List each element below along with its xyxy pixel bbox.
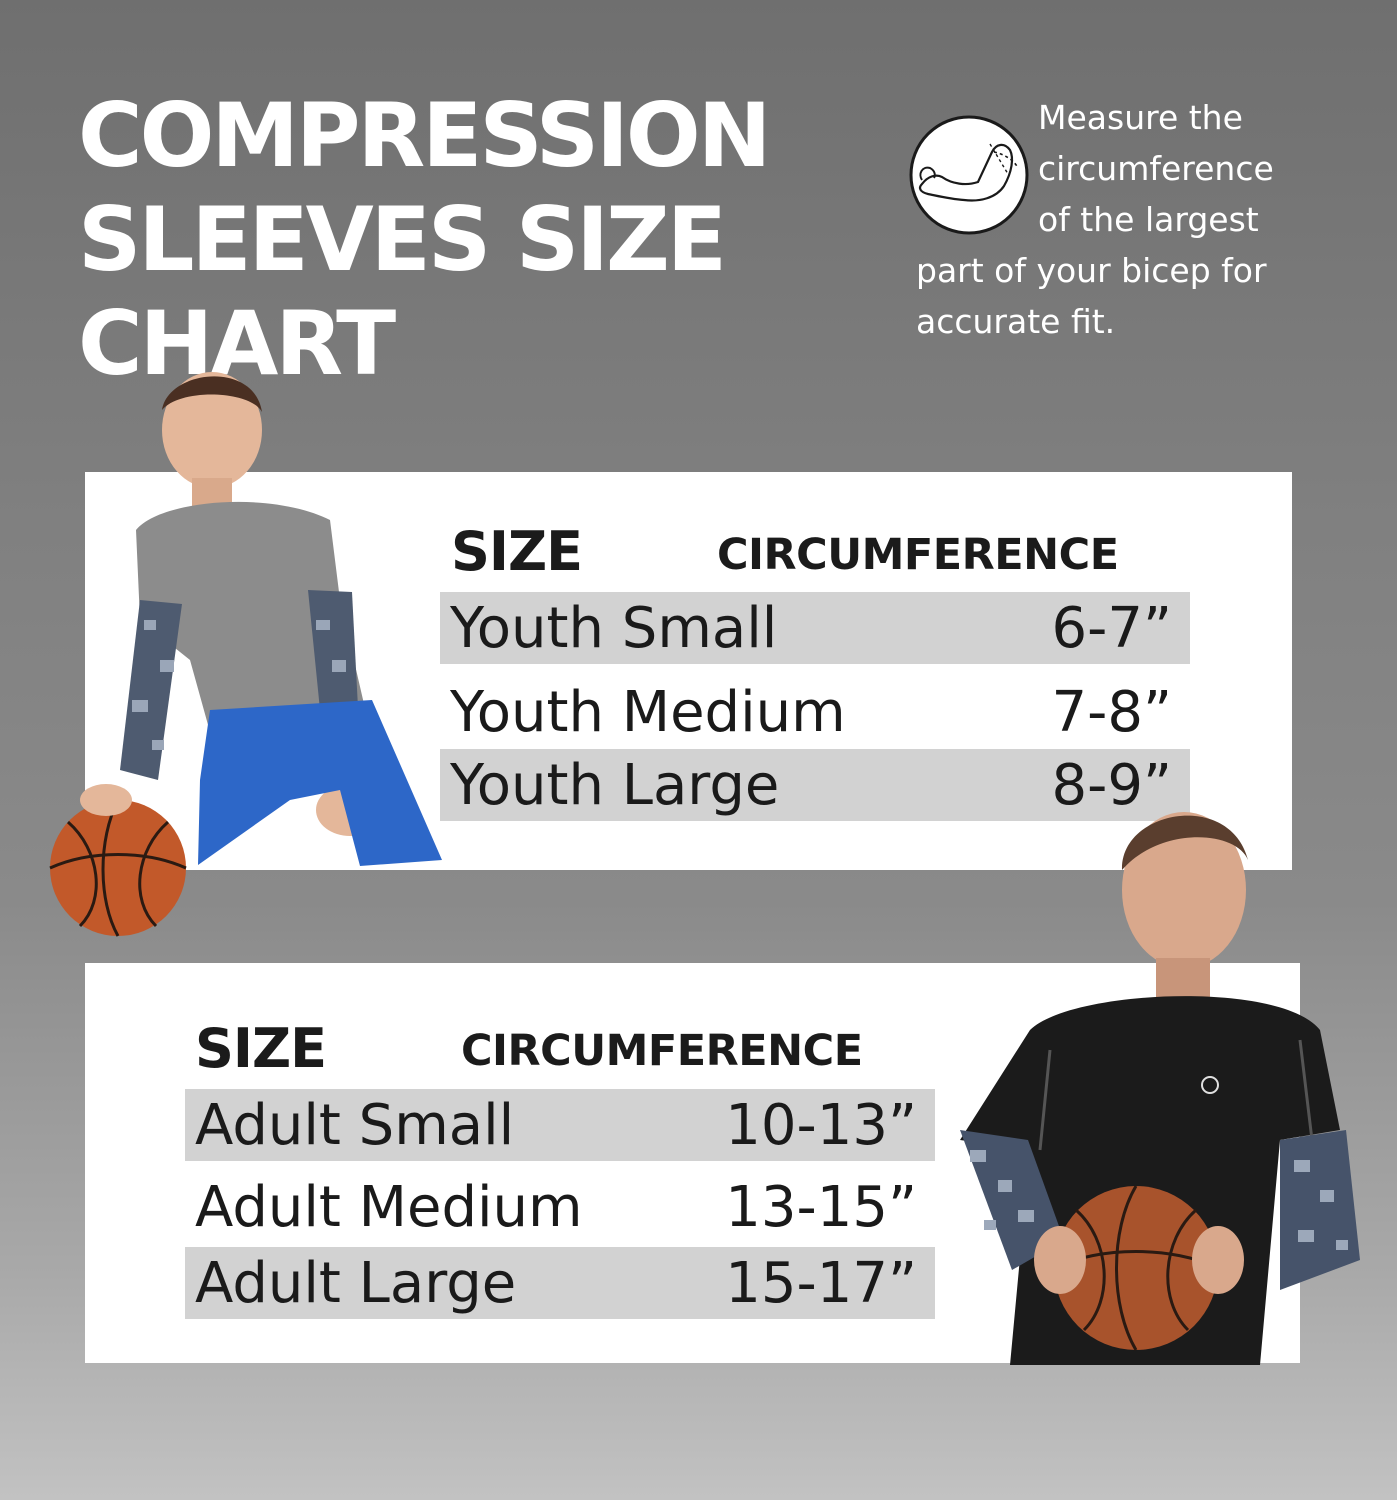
youth-header-size: SIZE bbox=[451, 520, 583, 583]
youth-circumference-value: 8-9” bbox=[1051, 752, 1172, 818]
youth-circumference-value: 7-8” bbox=[1051, 679, 1172, 745]
youth-circumference-value: 6-7” bbox=[1051, 595, 1172, 661]
adult-player-image bbox=[960, 812, 1360, 1365]
youth-size-label: Youth Large bbox=[450, 752, 780, 818]
youth-row-small: Youth Small 6-7” bbox=[440, 592, 1190, 664]
measure-instruction-top: Measure the circumference of the largest bbox=[1038, 92, 1274, 245]
youth-size-label: Youth Small bbox=[450, 595, 778, 661]
adult-header-size: SIZE bbox=[195, 1017, 327, 1080]
adult-row-large: Adult Large 15-17” bbox=[185, 1247, 935, 1319]
adult-size-label: Adult Medium bbox=[195, 1174, 583, 1240]
title-line-1: COMPRESSION bbox=[78, 84, 771, 187]
adult-circumference-value: 10-13” bbox=[725, 1092, 917, 1158]
adult-size-label: Adult Small bbox=[195, 1092, 515, 1158]
title-line-2: SLEEVES SIZE bbox=[78, 188, 727, 291]
arm-measure-icon bbox=[909, 115, 1029, 235]
adult-row-medium: Adult Medium 13-15” bbox=[185, 1171, 935, 1243]
youth-header-circumference: CIRCUMFERENCE bbox=[717, 530, 1119, 580]
measure-line-1: Measure the bbox=[1038, 98, 1243, 137]
measure-line-4: part of your bicep for bbox=[916, 251, 1267, 290]
measure-line-5: accurate fit. bbox=[916, 302, 1116, 341]
youth-row-large: Youth Large 8-9” bbox=[440, 749, 1190, 821]
adult-size-label: Adult Large bbox=[195, 1250, 517, 1316]
adult-row-small: Adult Small 10-13” bbox=[185, 1089, 935, 1161]
adult-header-circumference: CIRCUMFERENCE bbox=[461, 1026, 863, 1076]
youth-player-image bbox=[49, 372, 442, 937]
page-title: COMPRESSION SLEEVES SIZE CHART bbox=[78, 84, 771, 396]
youth-row-medium: Youth Medium 7-8” bbox=[440, 676, 1190, 748]
measure-line-2: circumference bbox=[1038, 149, 1274, 188]
measure-line-3: of the largest bbox=[1038, 200, 1259, 239]
title-line-3: CHART bbox=[78, 292, 396, 395]
adult-circumference-value: 15-17” bbox=[725, 1250, 917, 1316]
youth-size-label: Youth Medium bbox=[450, 679, 846, 745]
measure-instruction-bottom: part of your bicep for accurate fit. bbox=[916, 245, 1267, 347]
adult-circumference-value: 13-15” bbox=[725, 1174, 917, 1240]
